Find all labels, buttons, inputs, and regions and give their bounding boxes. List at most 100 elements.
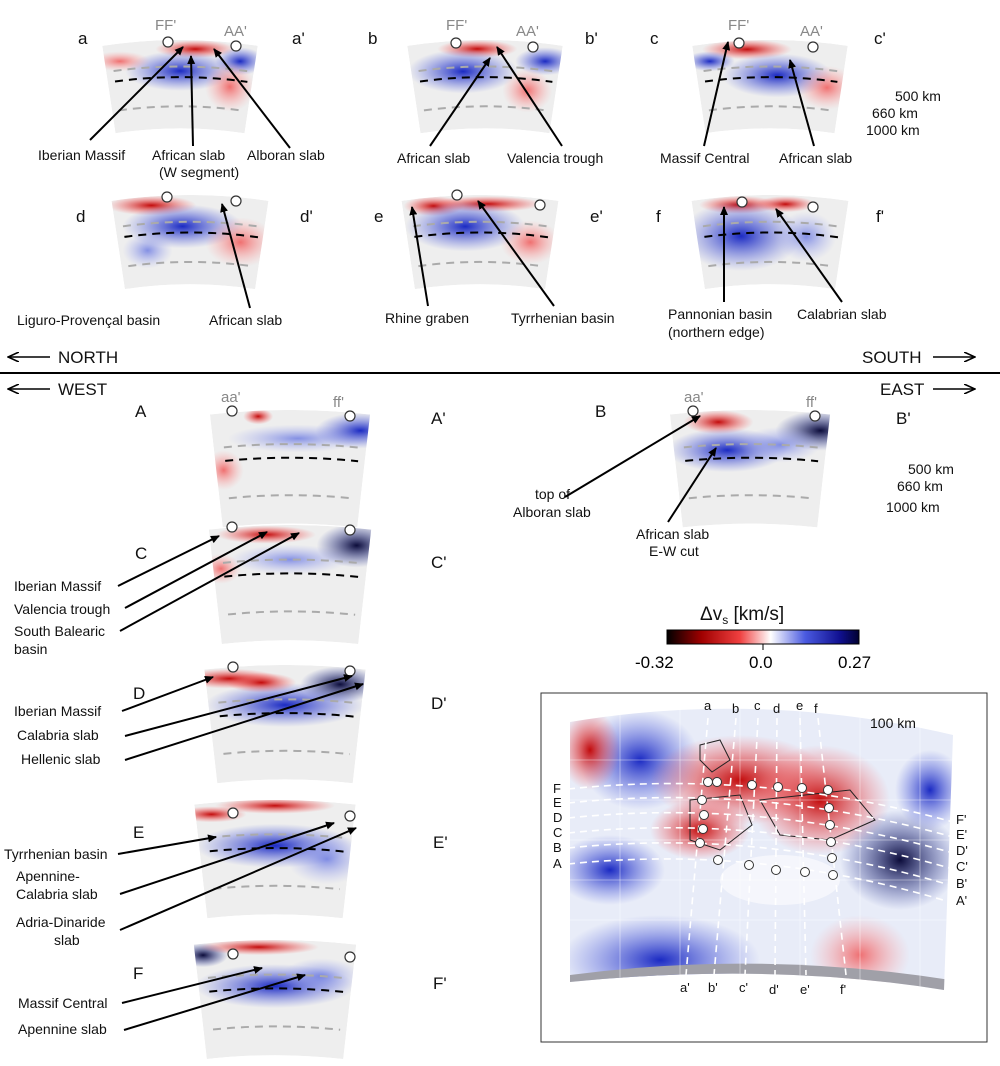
- velocity-anomaly-c: [796, 65, 848, 110]
- section-label-E-prime: E': [433, 833, 448, 852]
- intersection-marker-C: [344, 524, 356, 536]
- intersection-marker-A: [226, 405, 238, 417]
- section-label-B-prime: B': [896, 409, 911, 428]
- depth-line-1000: [418, 260, 545, 268]
- map-label-B'-prime: B': [956, 876, 967, 891]
- map-intersection-marker: [698, 824, 708, 834]
- map-label-f: f: [814, 701, 818, 716]
- map-label-a: a: [704, 698, 712, 713]
- map-depth-label: 100 km: [870, 715, 916, 731]
- depth-labels-top: 500 km 660 km 1000 km: [866, 88, 941, 138]
- depth-line-500: [223, 443, 360, 449]
- depth-line-1000: [118, 105, 244, 112]
- intersection-marker-D: [227, 661, 239, 673]
- annotation-african-slab-b: African slab: [397, 150, 470, 166]
- section-label-D: D: [133, 684, 145, 703]
- map-label-A: A: [553, 856, 562, 871]
- depth-line-1000: [223, 749, 350, 756]
- intersection-marker-f: [807, 201, 819, 213]
- map-profile-F: [567, 782, 954, 823]
- map-intersection-marker: [747, 780, 757, 790]
- map-intersection-marker: [695, 838, 705, 848]
- intersection-marker-c: [807, 41, 819, 53]
- annotation-ew-cut: E-W cut: [649, 543, 699, 559]
- map-intersection-marker: [827, 853, 837, 863]
- depth-line-1000: [227, 610, 356, 616]
- intersection-marker-c: [733, 37, 745, 49]
- cross-section-d: d d': [76, 191, 313, 290]
- section-label-a: a: [78, 29, 88, 48]
- velocity-anomaly-b: [502, 68, 553, 113]
- depth-500-label-b: 500 km: [908, 461, 954, 477]
- cross-section-b: b b' FF' AA': [368, 17, 598, 134]
- map-profile-B: [567, 842, 954, 887]
- map-velocity-field: [570, 708, 953, 990]
- section-label-A-prime: A': [431, 409, 446, 428]
- map-label-D'-prime: D': [956, 843, 968, 858]
- annotation-apennine-dash: Apennine-: [16, 868, 80, 884]
- intersection-marker-f: [736, 196, 748, 208]
- cross-section-B: B B' aa' ff': [595, 389, 911, 528]
- intersection-marker-d: [230, 195, 242, 207]
- annotation-calabria-slab: Calabria slab: [17, 727, 99, 743]
- section-label-C: C: [135, 544, 147, 563]
- south-label: SOUTH: [862, 348, 922, 367]
- annotation-south-balearic: South Balearic: [14, 623, 105, 639]
- west-indicator: WEST: [8, 380, 107, 399]
- intersection-marker-F: [344, 951, 356, 963]
- section-label-d-prime: d': [300, 207, 313, 226]
- intersection-marker-A: [344, 410, 356, 422]
- annotation-african-slab-c: African slab: [779, 150, 852, 166]
- west-label: WEST: [58, 380, 107, 399]
- map-profile-C: [567, 826, 954, 870]
- velocity-anomaly-A: [315, 412, 371, 449]
- map-intersection-marker: [826, 837, 836, 847]
- intersection-label-c: FF': [728, 17, 749, 34]
- annotation-northern-edge: (northern edge): [668, 324, 765, 340]
- intersection-label-B: ff': [806, 394, 817, 411]
- velocity-anomaly-b: [407, 49, 518, 94]
- colorbar-gradient: [666, 629, 860, 645]
- map-label-f'-prime: f': [840, 982, 846, 997]
- cross-section-a: a a' FF' AA': [78, 17, 305, 134]
- map-label-F'-prime: F': [956, 812, 966, 827]
- intersection-label-a: AA': [224, 23, 247, 40]
- map-label-D: D: [553, 810, 562, 825]
- section-label-D-prime: D': [431, 694, 447, 713]
- map-profile-c: [744, 717, 759, 976]
- map-intersection-marker: [824, 803, 834, 813]
- map-intersection-marker: [771, 865, 781, 875]
- intersection-marker-e: [534, 199, 546, 211]
- map-label-F: F: [553, 781, 561, 796]
- annotation-alboran-slab: Alboran slab: [247, 147, 325, 163]
- map-intersection-marker: [825, 820, 835, 830]
- annotation-african-slab-a: African slab: [152, 147, 225, 163]
- velocity-anomaly-B: [740, 426, 821, 463]
- annotation-valencia-trough-c: Valencia trough: [14, 601, 110, 617]
- annotation-tyrrhenian-basin-e: Tyrrhenian basin: [511, 310, 615, 326]
- cross-section-f: f f': [656, 195, 884, 290]
- velocity-anomaly-C: [316, 525, 372, 568]
- velocity-anomaly-E: [286, 834, 356, 885]
- velocity-anomaly-B: [683, 410, 754, 435]
- map-label-B: B: [553, 840, 562, 855]
- section-label-C-prime: C': [431, 553, 447, 572]
- annotation-tyrrhenian-basin: Tyrrhenian basin: [4, 846, 108, 862]
- section-label-c: c: [650, 29, 659, 48]
- annotations-top: Iberian Massif African slab (W segment) …: [17, 147, 887, 340]
- map-label-d: d: [773, 701, 780, 716]
- map-intersection-marker: [699, 810, 709, 820]
- depth-line-500: [218, 698, 356, 704]
- intersection-marker-e: [451, 189, 463, 201]
- annotation-massif-central-f: Massif Central: [18, 995, 107, 1011]
- depth-line-1000: [688, 494, 815, 500]
- velocity-anomaly-f: [776, 211, 837, 262]
- depth-line-1000: [213, 884, 340, 891]
- map-label-e: e: [796, 698, 803, 713]
- intersection-marker-a: [162, 36, 174, 48]
- section-label-A: A: [135, 402, 147, 421]
- annotation-adria-dinaride: Adria-Dinaride: [16, 914, 106, 930]
- intersection-marker-E: [344, 810, 356, 822]
